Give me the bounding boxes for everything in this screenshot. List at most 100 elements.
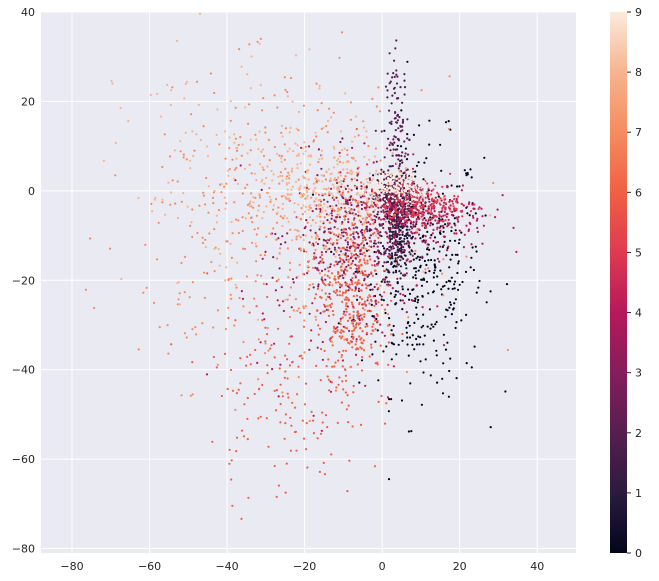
colorbar-tick-label: 2 — [635, 427, 642, 440]
scatter-point — [384, 184, 387, 187]
scatter-point — [426, 230, 429, 233]
scatter-point — [333, 264, 336, 267]
scatter-point — [368, 294, 371, 297]
scatter-point — [297, 307, 300, 310]
scatter-point — [403, 194, 406, 197]
scatter-point — [475, 291, 478, 294]
scatter-point — [374, 147, 377, 150]
colorbar-tick-label: 0 — [635, 547, 642, 560]
scatter-point — [438, 226, 441, 229]
scatter-point — [326, 206, 329, 209]
scatter-point — [288, 131, 291, 134]
scatter-point — [420, 326, 423, 329]
scatter-point — [329, 265, 332, 268]
scatter-point — [234, 319, 237, 322]
scatter-point — [346, 319, 350, 322]
scatter-point — [340, 329, 343, 332]
scatter-point — [390, 299, 393, 302]
scatter-point — [304, 234, 307, 237]
scatter-point — [383, 422, 387, 425]
scatter-point — [228, 462, 231, 465]
scatter-point — [178, 303, 182, 306]
scatter-point — [395, 253, 398, 257]
scatter-point — [379, 231, 382, 234]
x-tick-label: −60 — [138, 560, 161, 573]
scatter-point — [320, 429, 323, 432]
scatter-point — [446, 184, 449, 188]
scatter-point — [173, 149, 176, 152]
scatter-point — [317, 199, 320, 202]
scatter-point — [315, 192, 318, 195]
scatter-point — [171, 179, 174, 182]
scatter-point — [166, 83, 169, 86]
scatter-point — [376, 264, 379, 267]
scatter-point — [264, 342, 267, 345]
scatter-point — [183, 97, 186, 100]
scatter-point — [317, 160, 320, 164]
scatter-point — [376, 329, 379, 332]
scatter-point — [400, 246, 403, 250]
scatter-point — [402, 178, 405, 181]
scatter-point — [431, 197, 434, 200]
scatter-point — [468, 201, 471, 204]
scatter-point — [414, 277, 418, 280]
scatter-point — [314, 177, 317, 181]
scatter-point — [279, 215, 282, 218]
scatter-point — [354, 248, 357, 251]
scatter-point — [273, 389, 276, 392]
scatter-point — [213, 228, 216, 231]
scatter-point — [389, 199, 392, 202]
scatter-point — [108, 247, 112, 250]
scatter-point — [201, 322, 204, 325]
scatter-point — [450, 229, 453, 233]
scatter-point — [366, 299, 369, 302]
scatter-point — [314, 221, 317, 224]
scatter-point — [354, 343, 357, 346]
scatter-point — [401, 288, 404, 291]
scatter-point — [314, 237, 318, 240]
scatter-point — [301, 213, 304, 216]
scatter-point — [325, 188, 328, 191]
scatter-point — [320, 251, 323, 254]
scatter-point — [368, 284, 371, 287]
scatter-point — [383, 251, 386, 254]
scatter-point — [363, 315, 366, 318]
scatter-point — [328, 107, 331, 110]
scatter-point — [414, 225, 417, 228]
scatter-point — [404, 192, 408, 195]
scatter-point — [272, 173, 275, 176]
scatter-point — [360, 203, 363, 206]
scatter-point — [399, 292, 402, 295]
scatter-point — [338, 335, 341, 338]
scatter-point — [335, 204, 338, 207]
scatter-point — [388, 109, 391, 112]
colorbar-tick-label: 3 — [635, 367, 642, 380]
scatter-point — [346, 184, 349, 187]
scatter-point — [321, 340, 324, 344]
scatter-point — [388, 252, 391, 255]
scatter-point — [328, 276, 331, 279]
scatter-point — [393, 260, 396, 263]
scatter-point — [204, 203, 207, 206]
scatter-point — [341, 365, 344, 368]
scatter-point — [428, 270, 431, 273]
scatter-point — [194, 326, 197, 329]
scatter-point — [476, 226, 479, 229]
scatter-point — [403, 254, 406, 257]
scatter-point — [230, 220, 233, 223]
scatter-point — [447, 395, 450, 398]
scatter-point — [313, 297, 316, 300]
scatter-point — [346, 338, 349, 341]
scatter-point — [441, 392, 445, 395]
scatter-point — [398, 237, 401, 240]
scatter-point — [329, 297, 332, 300]
scatter-point — [379, 199, 382, 202]
scatter-point — [376, 363, 379, 366]
scatter-point — [302, 307, 306, 310]
scatter-point — [426, 222, 429, 225]
scatter-point — [406, 153, 410, 156]
scatter-point — [391, 245, 394, 248]
scatter-point — [458, 229, 461, 232]
scatter-point — [394, 205, 397, 208]
scatter-point — [448, 306, 451, 309]
